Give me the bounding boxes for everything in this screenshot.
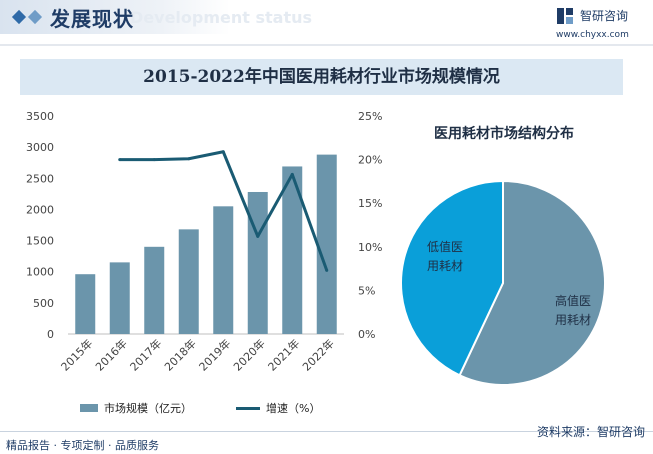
x-tick-label: 2019年	[196, 336, 233, 373]
bar	[316, 154, 337, 334]
pie-label-low-line2: 用耗材	[427, 259, 463, 273]
line-point	[325, 268, 329, 272]
y-right-tick-label: 0%	[358, 328, 375, 341]
bar-chart: 0 500 1000 1500 2000 2500 3000 3500 0% 5% 10% 15% 20…	[26, 110, 382, 374]
y-left-tick-label: 2000	[26, 203, 54, 216]
line-point	[187, 157, 191, 161]
logo-mark-icon	[557, 8, 573, 24]
footer-divider	[0, 431, 653, 432]
y-left-tick-label: 0	[47, 328, 54, 341]
bar	[75, 274, 96, 334]
bar	[282, 166, 303, 334]
chart-title: 2015-2022年中国医用耗材行业市场规模情况	[143, 67, 500, 87]
line-point	[290, 172, 294, 176]
bar	[144, 246, 165, 334]
legend-label-bar: 市场规模（亿元）	[104, 402, 192, 415]
y-left-tick-label: 2500	[26, 172, 54, 185]
y-left-tick-label: 1500	[26, 235, 54, 248]
header: Development status 发展现状 智研咨询 www.chyxx.c…	[0, 0, 653, 48]
header-divider	[0, 44, 653, 46]
chart-title-band: 2015-2022年中国医用耗材行业市场规模情况	[20, 59, 623, 95]
y-right-tick-label: 10%	[358, 241, 382, 254]
bar	[213, 206, 234, 334]
bar	[178, 229, 199, 334]
line-point	[118, 158, 122, 162]
line-point	[152, 158, 156, 162]
footer-tagline: 精品报告 · 专项定制 · 品质服务	[6, 439, 159, 452]
legend-swatch-line	[236, 407, 260, 410]
x-tick-label: 2017年	[127, 336, 164, 373]
source-note: 资料来源：智研咨询	[536, 425, 645, 439]
y-right-tick-label: 5%	[358, 284, 375, 297]
legend-label-line: 增速（%）	[266, 402, 321, 415]
pie-title: 医用耗材市场结构分布	[434, 126, 574, 142]
pie-label-high-line2: 用耗材	[555, 313, 591, 327]
pie-label-low-line1: 低值医	[427, 239, 463, 254]
y-left-tick-label: 1000	[26, 266, 54, 279]
y-left-tick-label: 3500	[26, 110, 54, 123]
x-tick-label: 2020年	[230, 336, 267, 373]
x-tick-label: 2021年	[265, 336, 302, 373]
x-tick-label: 2015年	[58, 336, 95, 373]
pie-slice	[400, 179, 504, 377]
legend-swatch-bar	[80, 404, 98, 412]
x-tick-label: 2016年	[92, 336, 129, 373]
pie-label-high-line1: 高值医	[555, 293, 591, 308]
logo-url: www.chyxx.com	[556, 30, 629, 40]
y-right-tick-label: 25%	[358, 110, 382, 123]
x-tick-label: 2018年	[161, 336, 198, 373]
pie-slice	[458, 179, 606, 386]
y-left-tick-label: 500	[33, 297, 54, 310]
bar	[109, 262, 130, 334]
y-right-tick-label: 20%	[358, 154, 382, 167]
x-tick-label: 2022年	[299, 336, 336, 373]
y-left-tick-label: 3000	[26, 141, 54, 154]
bar	[247, 191, 268, 334]
logo-text: 智研咨询	[580, 9, 629, 23]
line-point	[256, 234, 260, 238]
section-subtitle: Development status	[130, 8, 313, 27]
y-right-tick-label: 15%	[358, 197, 382, 210]
section-title: 发展现状	[50, 7, 134, 31]
line-point	[221, 150, 225, 154]
